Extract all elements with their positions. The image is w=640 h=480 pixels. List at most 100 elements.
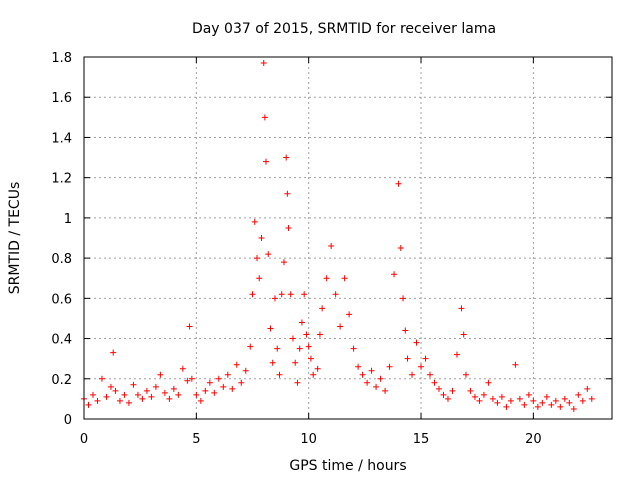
data-point <box>449 387 456 394</box>
data-point <box>294 379 301 386</box>
data-point <box>258 235 265 241</box>
data-point <box>534 403 541 410</box>
data-point <box>584 385 591 392</box>
data-point <box>579 397 586 404</box>
data-point <box>249 291 256 298</box>
data-point <box>404 355 411 362</box>
data-point <box>284 190 291 197</box>
data-point <box>265 251 272 258</box>
data-point <box>224 371 231 378</box>
data-point <box>566 399 573 406</box>
data-point <box>539 399 546 406</box>
data-point <box>238 379 245 386</box>
data-point <box>260 60 267 67</box>
data-point <box>254 255 261 262</box>
data-point <box>485 379 492 386</box>
y-tick-label: 1.8 <box>51 51 72 66</box>
data-point <box>296 345 303 352</box>
data-point <box>152 383 159 390</box>
data-point <box>310 371 317 378</box>
data-point <box>116 397 123 404</box>
data-point <box>148 393 155 400</box>
data-point <box>202 387 209 394</box>
data-point <box>521 401 528 408</box>
data-point <box>233 361 240 368</box>
data-point <box>211 389 218 396</box>
data-point <box>458 305 465 312</box>
data-point <box>107 383 114 390</box>
data-point <box>188 375 195 382</box>
data-point <box>391 271 398 278</box>
y-tick-label: 1 <box>64 212 72 227</box>
x-tick-label: 10 <box>300 432 317 447</box>
data-point <box>292 359 299 366</box>
data-point <box>276 371 283 378</box>
y-tick-label: 0.6 <box>51 292 72 307</box>
data-point <box>552 397 559 404</box>
data-point <box>89 391 96 398</box>
data-point <box>121 391 128 398</box>
data-point <box>431 379 438 386</box>
data-point <box>298 319 305 326</box>
data-point <box>103 393 110 400</box>
data-point <box>323 275 330 282</box>
data-point <box>575 391 582 398</box>
data-point <box>570 405 577 412</box>
data-point <box>206 379 213 386</box>
data-point <box>316 331 323 338</box>
data-point <box>507 397 514 404</box>
data-point <box>193 391 200 398</box>
data-point <box>435 385 442 392</box>
data-point <box>512 361 519 368</box>
data-point <box>444 395 451 402</box>
y-tick-label: 1.4 <box>51 131 72 146</box>
data-point <box>400 295 407 302</box>
data-point <box>355 363 362 370</box>
data-point <box>516 395 523 402</box>
plot-frame <box>83 56 613 420</box>
data-point <box>161 389 168 396</box>
data-point <box>307 355 314 362</box>
data-point <box>271 295 278 302</box>
data-point <box>328 243 335 250</box>
data-point <box>530 397 537 404</box>
data-point <box>215 375 222 382</box>
data-point <box>382 387 389 394</box>
data-point <box>179 365 186 372</box>
chart-title: Day 037 of 2015, SRMTID for receiver lam… <box>192 21 496 37</box>
y-tick-label: 1.6 <box>51 91 72 106</box>
data-point <box>125 399 132 406</box>
data-point <box>489 395 496 402</box>
data-point <box>175 391 182 398</box>
y-tick-label: 1.2 <box>51 172 72 187</box>
data-point <box>94 397 101 404</box>
data-point <box>269 359 276 366</box>
data-point <box>319 305 326 312</box>
data-point <box>386 363 393 370</box>
data-point <box>341 275 348 282</box>
data-point <box>548 401 555 408</box>
data-point <box>422 355 429 362</box>
grid-layer <box>84 57 612 419</box>
data-point <box>262 158 269 165</box>
data-point <box>186 323 193 330</box>
data-point <box>242 367 249 374</box>
x-tick-label: 5 <box>192 432 200 447</box>
data-point <box>395 180 402 187</box>
data-point <box>413 339 420 346</box>
data-point <box>256 275 263 282</box>
data-point <box>247 343 254 350</box>
data-point <box>453 351 460 358</box>
data-point <box>139 395 146 402</box>
data-point <box>418 363 425 370</box>
data-point <box>471 393 478 400</box>
x-tick-label: 0 <box>80 432 88 447</box>
data-point <box>543 393 550 400</box>
data-point <box>359 371 366 378</box>
data-point <box>498 393 505 400</box>
data-point <box>402 327 409 334</box>
y-tick-label: 0.2 <box>51 373 72 388</box>
x-axis-label: GPS time / hours <box>289 458 406 474</box>
data-point <box>364 379 371 386</box>
